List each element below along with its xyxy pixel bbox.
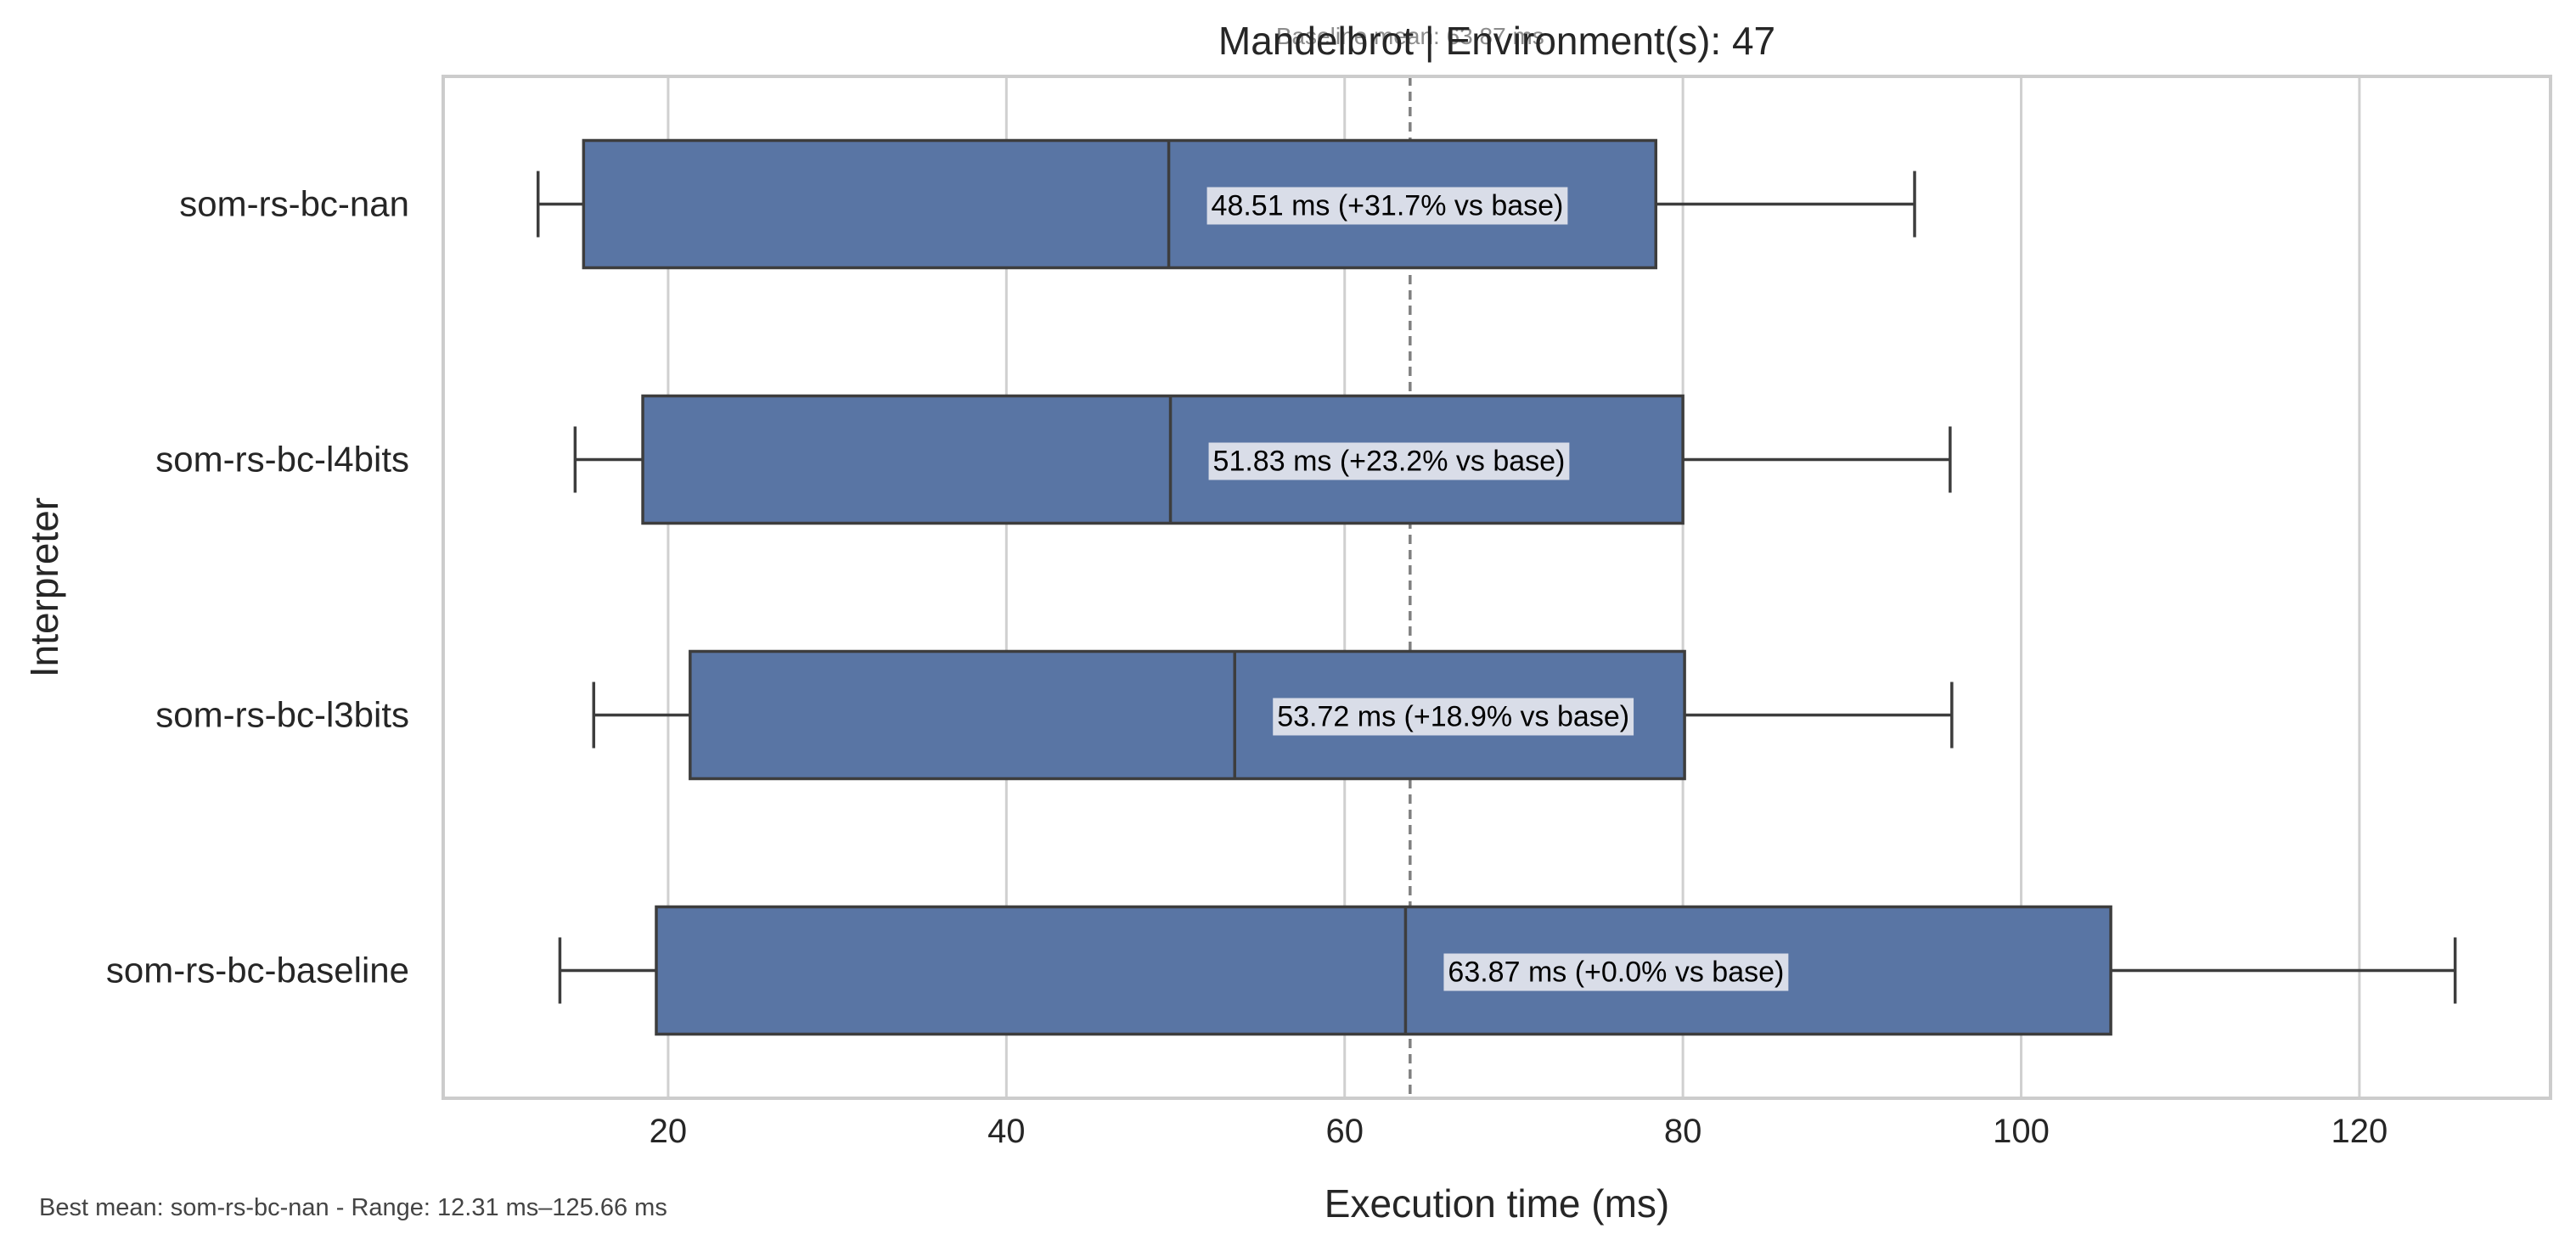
box — [655, 905, 2112, 1036]
x-tick-label-40: 40 — [987, 1113, 1026, 1150]
y-category-label: som-rs-bc-l3bits — [155, 695, 409, 735]
y-category-label: som-rs-bc-baseline — [106, 951, 409, 990]
value-label: 48.51 ms (+31.7% vs base) — [1212, 190, 1564, 222]
box-group-som-rs-bc-baseline: 63.87 ms (+0.0% vs base) — [558, 905, 2457, 1036]
box-group-som-rs-bc-l3bits: 53.72 ms (+18.9% vs base) — [592, 649, 1954, 781]
x-tick-label-80: 80 — [1664, 1113, 1702, 1150]
box-group-som-rs-bc-nan: 48.51 ms (+31.7% vs base) — [536, 138, 1916, 270]
y-category-label: som-rs-bc-nan — [179, 184, 409, 224]
y-category-labels: som-rs-bc-nan som-rs-bc-l4bits som-rs-bc-l… — [106, 184, 409, 990]
y-axis-label: Interpreter — [22, 497, 66, 677]
plot-frame — [442, 75, 2552, 1100]
y-category-label: som-rs-bc-l4bits — [155, 440, 409, 480]
x-tick-label-20: 20 — [650, 1113, 688, 1150]
value-label: 53.72 ms (+18.9% vs base) — [1277, 701, 1629, 733]
value-label: 51.83 ms (+23.2% vs base) — [1213, 446, 1566, 478]
value-label: 63.87 ms (+0.0% vs base) — [1448, 956, 1784, 989]
x-tick-label-120: 120 — [2331, 1113, 2388, 1150]
x-tick-label-100: 100 — [1993, 1113, 2050, 1150]
value-label-bg — [1273, 698, 1634, 736]
x-tick-label-60: 60 — [1325, 1113, 1364, 1150]
boxes: 48.51 ms (+31.7% vs base) 51.83 ms (+23.2… — [536, 138, 2457, 1036]
x-tick-labels: 20 40 60 80 100 120 — [650, 1113, 2388, 1150]
value-label-bg — [1208, 442, 1570, 480]
value-label-bg — [1206, 187, 1568, 225]
chart-title: Mandelbrot | Environment(s): 47 — [1218, 19, 1775, 63]
box-group-som-rs-bc-l4bits: 51.83 ms (+23.2% vs base) — [573, 394, 1952, 525]
footnote: Best mean: som-rs-bc-nan - Range: 12.31 … — [39, 1194, 667, 1221]
value-label-bg — [1443, 953, 1789, 991]
x-axis-label: Execution time (ms) — [1325, 1181, 1669, 1226]
baseline-annotation: Baseline mean: 63.87 ms — [1276, 23, 1544, 49]
